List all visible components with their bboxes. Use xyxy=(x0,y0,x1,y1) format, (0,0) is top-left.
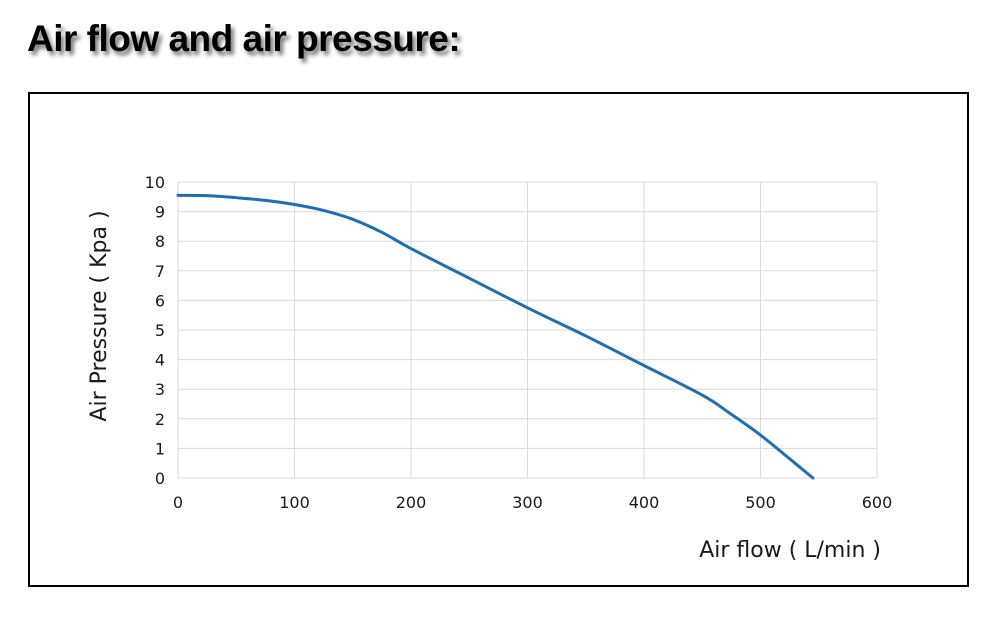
x-tick-label: 200 xyxy=(396,493,427,512)
y-tick-label: 2 xyxy=(155,410,165,429)
x-tick-label: 600 xyxy=(862,493,893,512)
x-axis-title: Air flow ( L/min ) xyxy=(699,538,881,563)
y-tick-label: 1 xyxy=(155,439,165,458)
x-tick-label: 500 xyxy=(745,493,776,512)
y-tick-label: 9 xyxy=(155,203,165,222)
page-title: Air flow and air pressure: xyxy=(27,18,461,59)
y-tick-label: 7 xyxy=(155,262,165,281)
y-tick-label: 10 xyxy=(145,173,165,192)
x-tick-label: 100 xyxy=(279,493,310,512)
x-tick-label: 400 xyxy=(629,493,660,512)
series-line xyxy=(176,193,815,480)
y-tick-label: 3 xyxy=(155,380,165,399)
y-tick-label: 0 xyxy=(155,469,165,488)
x-tick-label: 300 xyxy=(512,493,543,512)
y-tick-label: 8 xyxy=(155,232,165,251)
y-tick-label: 5 xyxy=(155,321,165,340)
y-tick-label: 6 xyxy=(155,291,165,310)
y-tick-label: 4 xyxy=(155,351,165,370)
y-axis-title: Air Pressure ( Kpa ) xyxy=(87,210,112,421)
chart-frame: 0 1 2 3 4 5 6 7 8 9 10 0 100 200 300 400 500 600 Air flow… xyxy=(28,92,969,587)
x-tick-label: 0 xyxy=(173,493,183,512)
